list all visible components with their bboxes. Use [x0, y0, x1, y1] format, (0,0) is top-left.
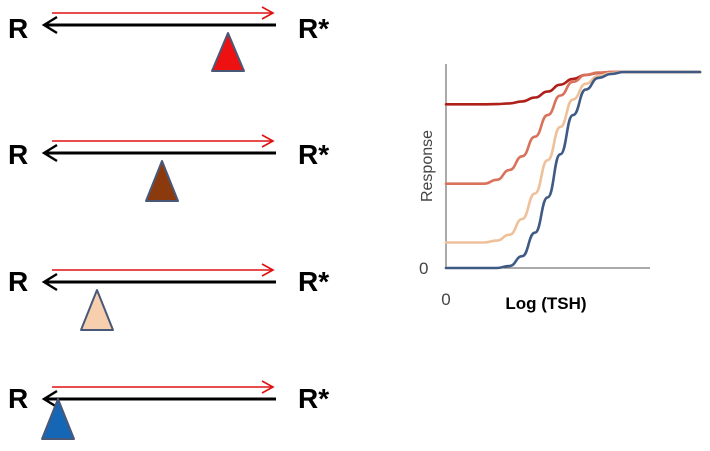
r-label-4: R [8, 383, 28, 414]
back-arrowhead-1 [41, 15, 58, 35]
r-star-label-3: R* [298, 266, 329, 297]
fulcrum-triangle-4 [41, 398, 75, 440]
y-axis-label: Response [419, 130, 436, 202]
series-line-3 [444, 70, 702, 244]
series-line-2 [444, 70, 702, 185]
r-star-label-2: R* [298, 139, 329, 170]
fulcrum-triangle-1 [211, 32, 245, 72]
forward-arrowhead-1 [261, 6, 275, 20]
series-line-4 [444, 70, 702, 270]
forward-arrowhead-3 [261, 263, 275, 277]
y-tick-zero: 0 [419, 259, 428, 278]
equilibrium-row-3: R R* [8, 263, 329, 331]
dose-response-chart: Response 0 0 Log (TSH) [419, 64, 702, 313]
back-arrowhead-2 [41, 143, 58, 163]
back-arrowhead-4 [41, 389, 58, 409]
x-axis-label: Log (TSH) [505, 294, 586, 313]
r-label-3: R [8, 266, 28, 297]
r-label-2: R [8, 139, 28, 170]
fulcrum-triangle-3 [80, 289, 114, 331]
equilibrium-row-1: R R* [8, 6, 329, 72]
r-star-label-4: R* [298, 383, 329, 414]
x-tick-zero: 0 [441, 290, 450, 309]
back-arrowhead-3 [41, 272, 58, 292]
r-star-label-1: R* [298, 13, 329, 44]
fulcrum-triangle-2 [145, 160, 179, 202]
forward-arrowhead-4 [261, 380, 275, 394]
forward-arrowhead-2 [261, 134, 275, 148]
r-label-1: R [8, 13, 28, 44]
equilibrium-row-4: R R* [8, 380, 329, 440]
chart-series [444, 70, 702, 270]
equilibrium-row-2: R R* [8, 134, 329, 202]
